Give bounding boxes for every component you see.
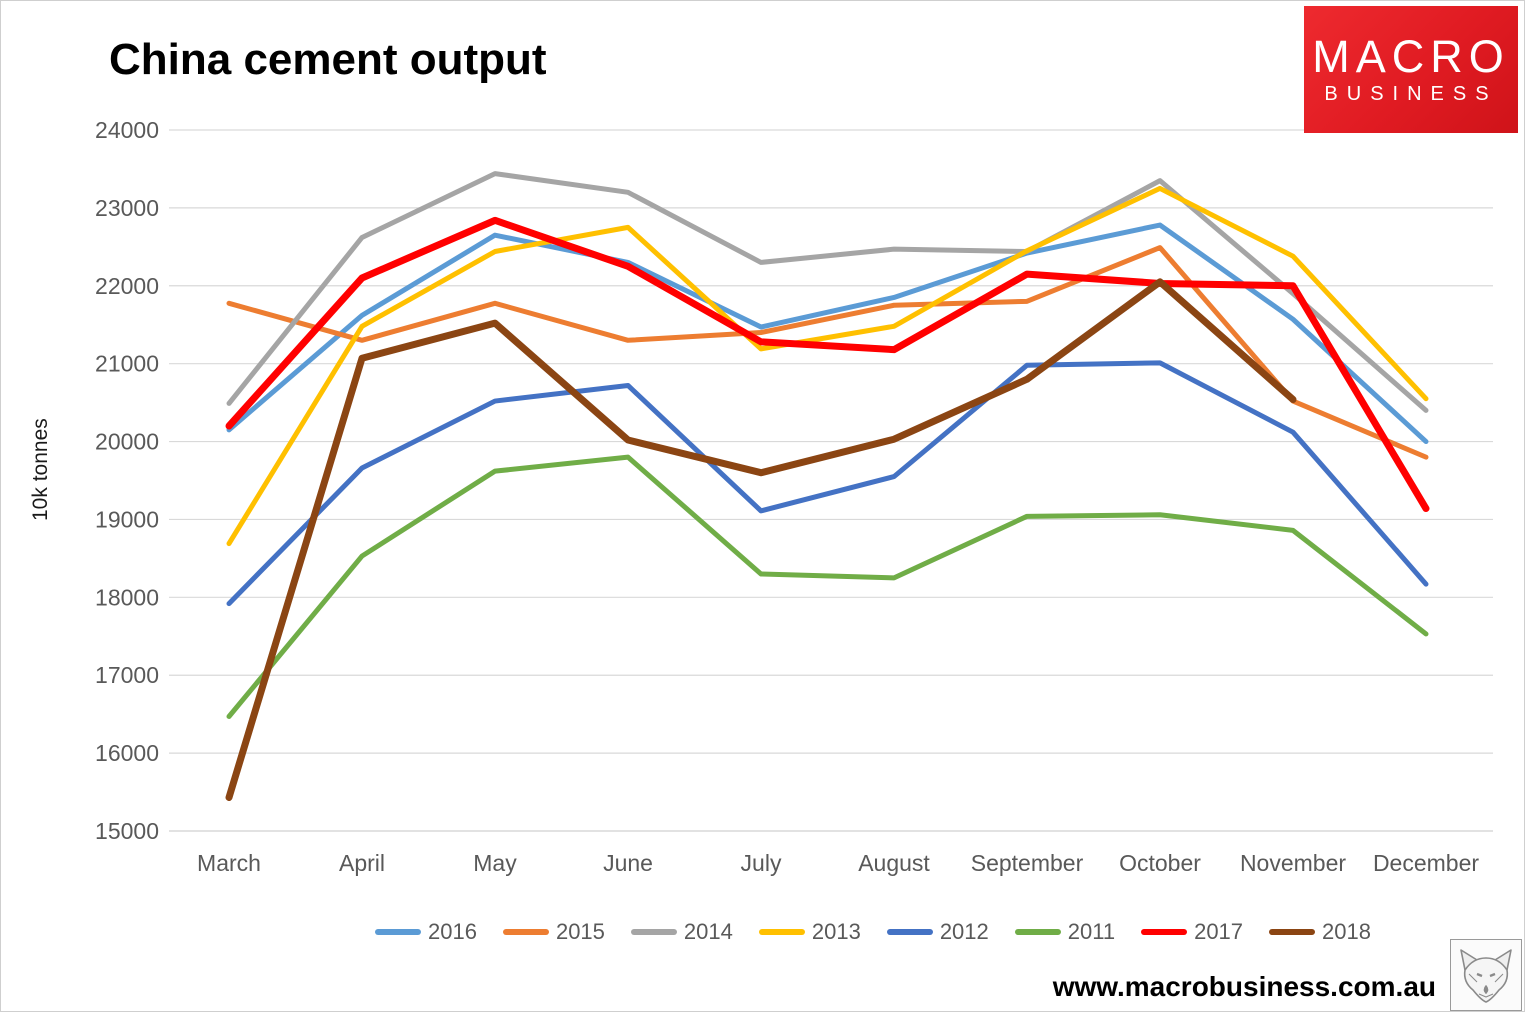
legend-item-2015: 2015 [502,919,605,945]
y-tick-label: 24000 [95,117,159,143]
legend-label: 2016 [428,919,477,944]
series-line-2017 [225,216,1430,513]
wolf-icon [1460,949,1512,1003]
y-tick-label: 22000 [95,273,159,299]
x-tick-label: March [197,850,261,876]
x-tick-label: June [603,850,653,876]
x-tick-label: May [473,850,517,876]
legend-item-2012: 2012 [886,919,989,945]
legend-item-2016: 2016 [375,919,477,945]
series-line-2014 [226,171,1429,413]
x-tick-label: November [1240,850,1346,876]
y-tick-label: 18000 [95,584,159,610]
legend-swatch-2017 [1141,929,1188,935]
x-tick-label: July [741,850,782,876]
legend-swatch-2012 [886,929,933,935]
legend-item-2017: 2017 [1141,919,1243,945]
chart-title: China cement output [109,35,547,84]
legend-item-2018: 2018 [1269,919,1371,945]
series-line-2011 [226,454,1429,720]
legend-item-2014: 2014 [630,919,733,945]
x-tick-label: October [1119,850,1201,876]
macrobusiness-logo: MACRO BUSINESS [1304,6,1518,133]
legend-swatch-2015 [502,929,549,935]
legend-item-2011: 2011 [1014,919,1116,945]
legend-label: 2014 [683,919,733,944]
y-tick-label: 16000 [95,740,159,766]
series-line-2013 [226,185,1429,547]
legend-label: 2018 [1322,919,1371,944]
y-axis-title: 10k tonnes [29,418,52,521]
legend-label: 2012 [939,919,989,944]
website-url: www.macrobusiness.com.au [1052,971,1436,1002]
series-line-2016 [226,222,1429,445]
series-line-2012 [226,360,1429,607]
legend-label: 2015 [555,919,605,944]
y-tick-label: 20000 [95,429,159,455]
series-line-2015 [226,245,1429,460]
y-tick-label: 21000 [95,351,159,377]
legend-swatch-2018 [1269,929,1316,935]
logo-text-business: BUSINESS [1324,82,1498,105]
y-tick-label: 15000 [95,818,159,844]
legend-label: 2013 [811,919,861,944]
legend-swatch-2014 [630,929,677,935]
legend-item-2013: 2013 [758,919,861,945]
logo-text-macro: MACRO [1312,31,1510,83]
x-tick-label: August [858,850,930,876]
x-tick-label: September [971,850,1084,876]
chart-legend: 2016 2015 2014 2013 2012 2011 2017 2018 [375,919,1371,945]
y-tick-label: 17000 [95,662,159,688]
y-tick-label: 19000 [95,506,159,532]
legend-label: 2017 [1194,919,1244,944]
x-tick-label: December [1373,850,1479,876]
series-line-2018 [225,278,1297,802]
legend-label: 2011 [1067,919,1116,944]
legend-swatch-2011 [1014,929,1061,935]
x-tick-label: April [339,850,385,876]
y-tick-label: 23000 [95,195,159,221]
legend-swatch-2013 [758,929,805,935]
legend-swatch-2016 [375,929,421,935]
wolf-logo [1450,939,1522,1011]
